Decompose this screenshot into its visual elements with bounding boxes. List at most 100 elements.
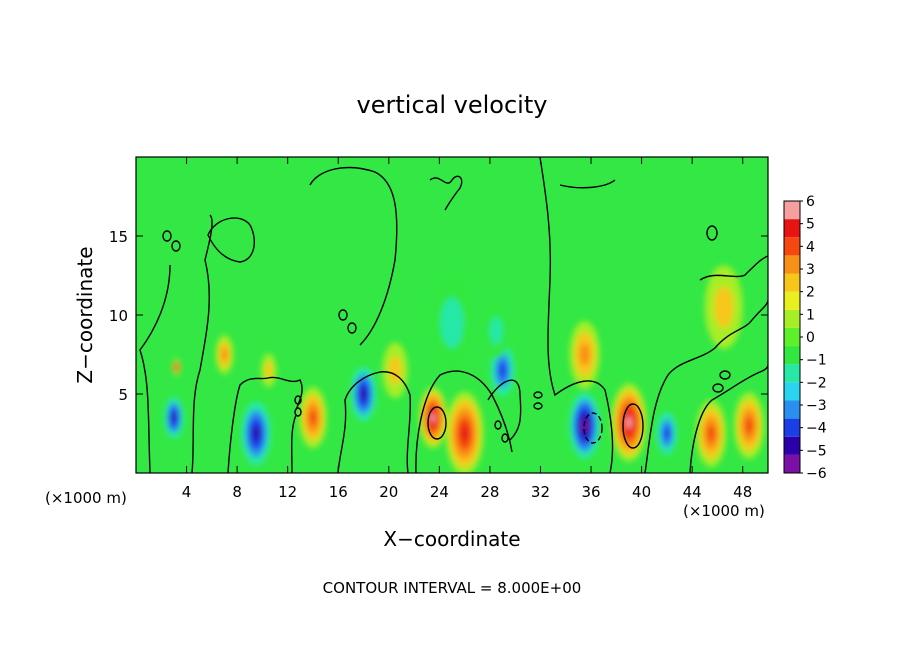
field-feature [360,387,367,401]
contour-line [415,370,513,473]
colorbar-label: 4 [806,239,815,255]
colorbar-swatch [784,327,800,347]
colorbar-swatch [784,255,800,274]
x-tick-label: 24 [430,483,449,501]
colorbar-label: 3 [806,262,815,278]
contour-loop [533,402,543,410]
contour-loop [294,395,302,405]
colorbar-label: −4 [806,421,827,437]
field-feature [498,361,507,379]
field-feature [171,412,177,423]
field-feature [460,425,469,442]
field-feature [264,361,273,379]
colorbar-swatch [784,364,800,383]
x-axis-label: X−coordinate [383,527,520,551]
contour-line [309,166,398,346]
colorbar-label: 6 [806,194,815,210]
contour-line [539,157,614,473]
contour-loop [294,407,302,417]
colorbar-swatch [784,237,800,256]
colorbar-label: −6 [806,466,827,482]
field-feature [252,425,260,442]
colorbar-swatch [784,201,800,220]
contour-loop [706,225,718,241]
contour-loop [712,383,724,393]
colorbar-swatch [784,346,800,365]
colorbar-label: −3 [806,398,827,414]
contour-line [699,255,768,281]
colorbar-swatch [784,273,800,292]
x-tick-label: 16 [329,483,348,501]
x-unit-left: (×1000 m) [45,489,127,507]
field-feature [489,316,503,345]
x-tick-label: 40 [632,483,651,501]
field-feature [175,365,178,369]
field-feature [707,425,715,442]
field-feature [309,410,317,426]
contour-line [559,179,616,189]
y-axis-ticks: 5 10 15 [109,228,768,404]
x-tick-label: 44 [683,483,702,501]
contour-loop [583,412,603,444]
field-feature [745,417,753,434]
field-feature [440,297,464,348]
colorbar-swatch [784,418,800,437]
contour-loop [719,370,731,380]
field-feature [663,426,671,441]
field-feature [221,348,228,361]
colorbar-label: −5 [806,443,827,459]
contour-loop [501,433,509,443]
contour-line [429,175,463,211]
contour-line [207,217,256,263]
colorbar-swatch [784,400,800,419]
y-tick-label: 5 [118,386,128,404]
contour-loop [427,406,447,440]
contour-line [227,376,303,473]
contour-loop [622,403,644,449]
colorbar-label: 1 [806,307,815,323]
contour-loop [162,230,172,242]
x-tick-label: 28 [480,483,499,501]
x-tick-label: 20 [379,483,398,501]
contour-line [689,364,768,473]
contour-loop [338,309,348,321]
contour-line [487,379,522,441]
x-tick-label: 32 [531,483,550,501]
chart-title: vertical velocity [357,91,548,119]
field-feature [714,286,734,328]
x-tick-label: 36 [581,483,600,501]
x-tick-label: 4 [182,483,192,501]
x-tick-label: 48 [733,483,752,501]
colorbar-swatch [784,219,800,238]
contour-line [139,264,171,473]
x-tick-label: 12 [278,483,297,501]
contour-loop [171,240,181,252]
y-tick-label: 10 [109,307,128,325]
x-unit-right: (×1000 m) [683,502,765,520]
colorbar-label: 2 [806,285,815,301]
colorbar-swatch [784,309,800,328]
field-feature [388,356,402,385]
field-feature [626,415,632,429]
colorbar-swatch [784,436,800,455]
contour-line [644,299,768,473]
contour-interval-note: CONTOUR INTERVAL = 8.000E+00 [323,579,582,597]
zero-contour-lines [139,157,768,473]
field-feature [430,412,436,423]
colorbar-label: −2 [806,375,827,391]
colorbar-label: −1 [806,353,827,369]
x-tick-label: 8 [232,483,242,501]
x-axis-ticks: 4 8 12 16 20 24 28 32 36 40 44 48 [182,157,752,501]
contour-loop [494,420,502,430]
colorbar-label: 0 [806,330,815,346]
y-tick-label: 15 [109,228,128,246]
contour-line [290,414,297,473]
contour-line [337,371,412,473]
colorbar-swatch [784,382,800,401]
field-layer [162,265,765,473]
colorbar-swatch [784,291,800,310]
colorbar-label: 5 [806,217,815,233]
contour-loop [533,391,543,399]
contour-loop [347,322,357,334]
